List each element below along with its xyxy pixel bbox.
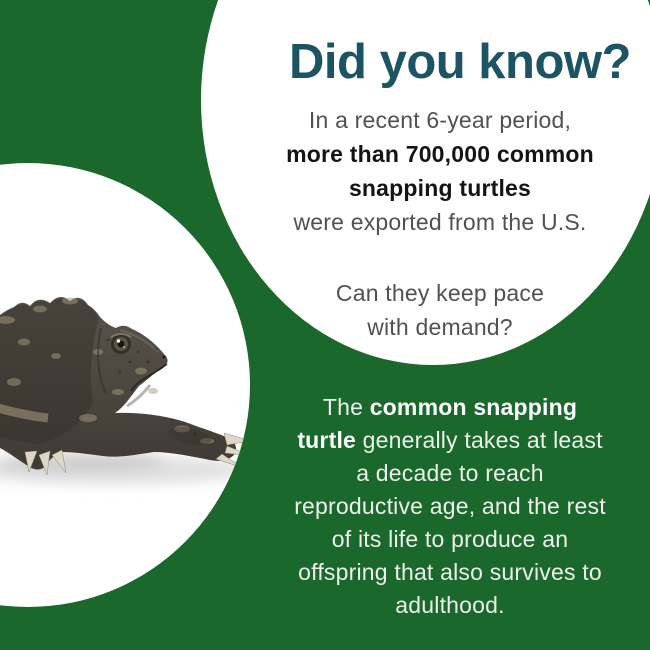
- question-line: with demand?: [367, 314, 513, 340]
- turtle-leg-shade: [168, 426, 212, 446]
- turtle-plastron-band: [0, 397, 49, 423]
- detail-text: The: [322, 394, 370, 420]
- fact-line-bold: snapping turtles: [348, 175, 532, 201]
- fact-line-bold: more than 700,000 common: [286, 141, 594, 167]
- detail-text-bold: turtle: [297, 427, 357, 453]
- detail-line: reproductive age, and the rest: [294, 493, 606, 519]
- question-block: Can they keep pace with demand?: [225, 276, 650, 344]
- question-line: Can they keep pace: [335, 280, 545, 306]
- turtle-speckles: [106, 338, 197, 436]
- turtle-nostril: [162, 355, 166, 359]
- turtle-forehead-highlight: [119, 329, 159, 353]
- turtle-eye: [110, 333, 132, 354]
- page-title: Did you know?: [289, 35, 631, 89]
- header-panel-shape: [201, 0, 650, 365]
- detail-line: adulthood.: [395, 592, 505, 618]
- turtle-jaw-shade: [126, 384, 152, 408]
- detail-text: generally takes at least: [356, 427, 603, 453]
- detail-line: offspring that also survives to: [298, 559, 602, 585]
- detail-block: The common snapping turtle generally tak…: [240, 391, 650, 622]
- detail-line: turtle generally takes at least: [240, 424, 650, 457]
- turtle-mouth: [130, 363, 168, 392]
- detail-line: a decade to reach: [356, 460, 544, 486]
- fact-block: In a recent 6-year period, more than 700…: [225, 103, 650, 239]
- detail-text-bold: common snapping: [369, 394, 578, 420]
- turtle-neck-crease: [97, 327, 107, 395]
- turtle-photo: [0, 297, 250, 485]
- turtle-mottling: [0, 297, 214, 444]
- fact-line: In a recent 6-year period,: [308, 107, 572, 133]
- detail-line: The common snapping: [240, 391, 650, 424]
- fact-line: were exported from the U.S.: [293, 209, 587, 235]
- detail-line: of its life to produce an: [331, 526, 569, 552]
